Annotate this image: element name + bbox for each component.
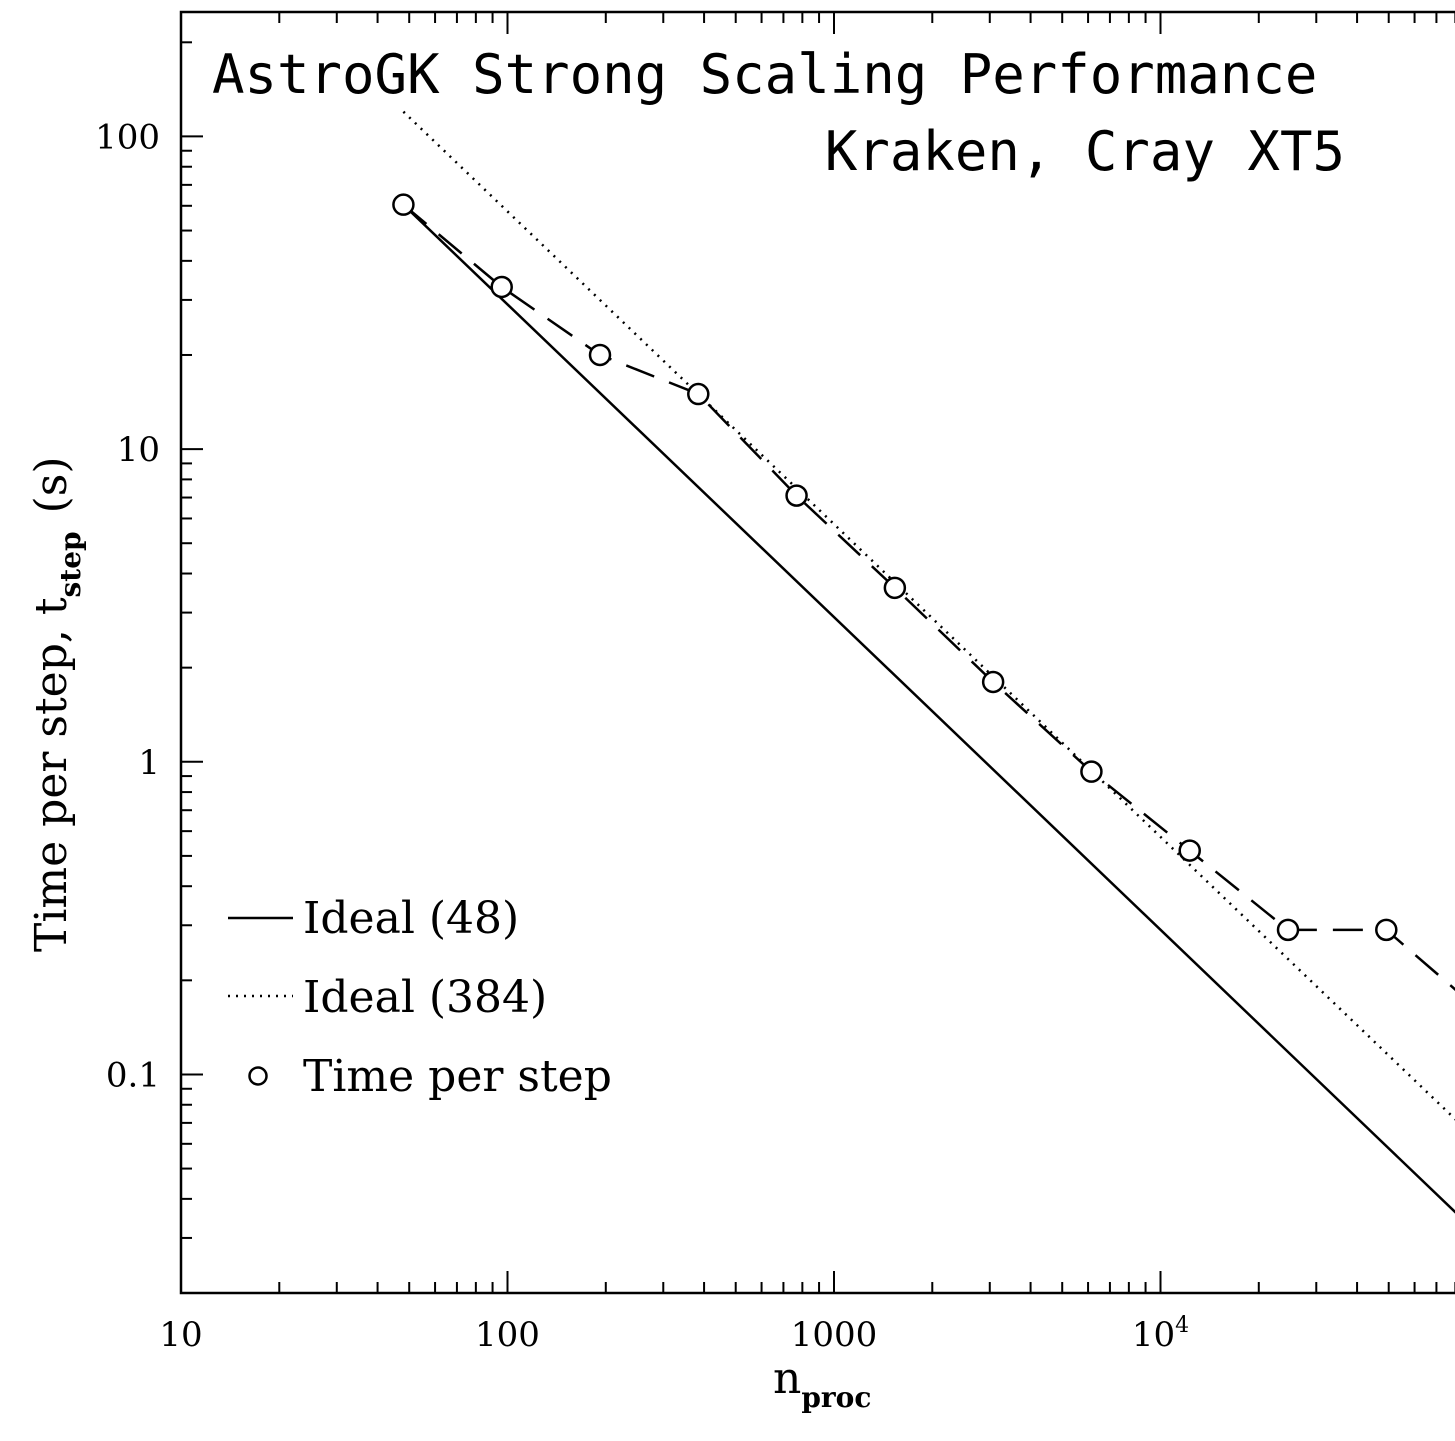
- x-tick-label: 10: [159, 1315, 202, 1355]
- data-point: [883, 576, 907, 600]
- data-point: [1178, 839, 1201, 862]
- y-tick-label: 1: [138, 743, 160, 783]
- series-line-1: [402, 110, 1455, 1121]
- legend: Ideal (48) Ideal (384) Time per step: [228, 893, 612, 1102]
- data-point: [1276, 918, 1300, 942]
- x-tick-labels: 101001000104105: [159, 1313, 1189, 1355]
- y-axis-title: Time per step, tstep(s): [26, 456, 87, 952]
- data-point: [1080, 760, 1103, 783]
- series-line-2: [402, 203, 1455, 991]
- legend-marker-time-per-step: [248, 1066, 268, 1086]
- data-point: [588, 343, 612, 367]
- data-point: [687, 382, 710, 406]
- data-point: [1375, 918, 1398, 942]
- data-point: [785, 484, 808, 507]
- chart-title: AstroGK Strong Scaling Performance: [212, 43, 1317, 106]
- x-axis-title: nproc: [773, 1353, 871, 1414]
- chart-subtitle: Kraken, Cray XT5: [825, 120, 1345, 183]
- data-point: [392, 193, 415, 216]
- legend-label-ideal-48: Ideal (48): [303, 893, 519, 944]
- x-tick-label: 1000: [791, 1315, 878, 1355]
- data-point: [981, 670, 1005, 694]
- y-tick-label: 10: [117, 430, 160, 470]
- series-line-0: [402, 203, 1455, 1214]
- axis-ticks: [180, 12, 1455, 1294]
- y-tick-label: 0.1: [106, 1055, 160, 1095]
- series-layer: [392, 110, 1455, 1214]
- data-point: [490, 275, 513, 299]
- plot-frame: [179, 10, 1455, 1295]
- legend-label-ideal-384: Ideal (384): [303, 972, 547, 1023]
- y-tick-labels: 0.1 1 10 100: [95, 117, 160, 1095]
- x-tick-label: 100: [475, 1315, 540, 1355]
- legend-label-time-per-step: Time per step: [303, 1051, 612, 1102]
- y-tick-label: 100: [95, 117, 160, 157]
- x-tick-label: 104: [1132, 1313, 1189, 1355]
